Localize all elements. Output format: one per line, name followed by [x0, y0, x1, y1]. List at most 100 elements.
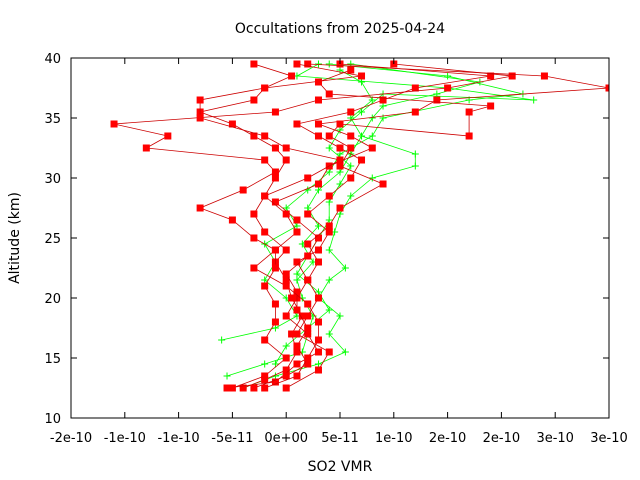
data-point: [282, 342, 290, 350]
data-point: [304, 300, 312, 308]
data-point: [314, 234, 322, 242]
data-point: [164, 132, 172, 140]
data-point: [304, 324, 312, 332]
data-point: [304, 186, 312, 194]
x-tick-label: 3e-10: [536, 431, 574, 446]
data-point: [465, 108, 473, 116]
data-point: [293, 228, 301, 236]
data-point: [314, 96, 322, 104]
axis-layer: -2e-10 -1e-10 -1e-10 -5e-11 0e+00 5e-11 1e-10 2…: [44, 52, 627, 446]
series-line-7: [221, 63, 523, 341]
data-point: [196, 96, 204, 104]
data-point: [271, 360, 279, 368]
data-point: [347, 144, 355, 152]
data-point: [304, 252, 312, 260]
data-point: [347, 192, 355, 200]
y-tick-label: 40: [44, 52, 61, 67]
data-point: [228, 384, 236, 392]
data-point: [282, 312, 290, 320]
data-point: [271, 168, 279, 176]
data-point: [223, 372, 231, 380]
data-point: [314, 132, 322, 140]
data-point: [250, 96, 258, 104]
data-point: [282, 372, 290, 380]
data-point: [228, 120, 236, 128]
data-point: [261, 228, 269, 236]
data-point: [314, 294, 322, 302]
data-point: [325, 228, 333, 236]
data-point: [293, 222, 301, 230]
data-point: [336, 312, 344, 320]
data-point: [293, 342, 301, 350]
data-point: [304, 330, 312, 338]
data-point: [250, 264, 258, 272]
data-point: [347, 66, 355, 74]
data-point: [379, 180, 387, 188]
data-point: [336, 156, 344, 164]
data-point: [314, 120, 322, 128]
data-point: [304, 174, 312, 182]
data-point: [293, 258, 301, 266]
data-point: [325, 144, 333, 152]
data-point: [293, 360, 301, 368]
data-point: [605, 84, 609, 92]
data-point: [325, 216, 333, 224]
data-point: [298, 312, 306, 320]
x-tick-label: 3e-10: [590, 431, 628, 446]
y-tick-label: 30: [44, 172, 61, 187]
data-point: [444, 72, 452, 80]
data-point: [325, 276, 333, 284]
chart-title: Occultations from 2025-04-24: [235, 21, 445, 37]
data-point: [304, 276, 312, 284]
data-point: [261, 276, 269, 284]
data-point: [347, 132, 355, 140]
data-point: [282, 270, 290, 278]
x-tick-label: 0e+00: [264, 431, 308, 446]
data-point: [228, 216, 236, 224]
data-point: [261, 132, 269, 140]
data-point: [368, 144, 376, 152]
data-point: [358, 156, 366, 164]
data-point: [368, 174, 376, 182]
data-point: [325, 90, 333, 98]
series-layer: [110, 60, 609, 392]
y-axis-label: Altitude (km): [7, 192, 23, 284]
data-point: [282, 144, 290, 152]
data-point: [341, 264, 349, 272]
y-tick-label: 10: [44, 412, 61, 427]
data-point: [271, 198, 279, 206]
data-point: [250, 234, 258, 242]
data-point: [347, 108, 355, 116]
data-point: [314, 78, 322, 86]
data-point: [540, 72, 548, 80]
data-point: [336, 180, 344, 188]
series-line-9: [275, 63, 534, 365]
data-point: [411, 108, 419, 116]
data-point: [304, 210, 312, 218]
data-point: [271, 108, 279, 116]
x-tick-label: -2e-10: [50, 431, 92, 446]
data-point: [271, 174, 279, 182]
x-tick-label: -1e-10: [104, 431, 146, 446]
data-point: [261, 376, 269, 384]
data-point: [325, 192, 333, 200]
data-point: [293, 372, 301, 380]
data-point: [271, 378, 279, 386]
data-point: [261, 156, 269, 164]
plot-frame: [70, 57, 610, 419]
data-point: [314, 246, 322, 254]
y-tick-label: 20: [44, 292, 61, 307]
data-point: [271, 144, 279, 152]
x-tick-label: 1e-10: [375, 431, 413, 446]
data-point: [325, 60, 333, 68]
data-point: [433, 96, 441, 104]
data-point: [487, 102, 495, 110]
y-tick-label: 15: [44, 352, 61, 367]
data-point: [314, 318, 322, 326]
data-point: [341, 348, 349, 356]
x-tick-label: 5e-11: [321, 431, 359, 446]
data-point: [336, 144, 344, 152]
data-point: [314, 366, 322, 374]
data-point: [336, 162, 344, 170]
x-tick-label: 2e-10: [483, 431, 521, 446]
